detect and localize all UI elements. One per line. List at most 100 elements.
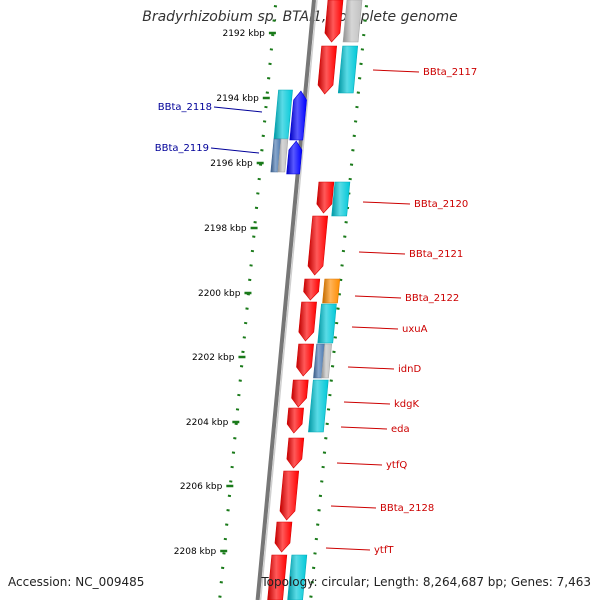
scale-label: 2200 kbp bbox=[198, 289, 241, 299]
cog-block bbox=[287, 554, 308, 600]
topology-text: Topology: circular; Length: 8,264,687 bp… bbox=[261, 575, 591, 589]
tick-marks-inner bbox=[218, 5, 278, 598]
tick-inner bbox=[241, 350, 245, 354]
tick-inner bbox=[257, 177, 261, 181]
tick-inner bbox=[249, 264, 253, 267]
tick-outer bbox=[311, 566, 316, 570]
tick-outer bbox=[356, 91, 360, 94]
tick-outer bbox=[353, 120, 358, 123]
tick-outer bbox=[348, 177, 352, 181]
tick-inner bbox=[248, 278, 252, 282]
label-leader bbox=[372, 69, 420, 73]
tick-outer bbox=[362, 33, 366, 37]
tick-inner bbox=[231, 451, 236, 454]
backbone-highlight bbox=[259, 0, 318, 600]
tick-outer bbox=[333, 336, 337, 339]
tick-inner bbox=[223, 537, 228, 541]
tick-inner bbox=[238, 379, 242, 382]
tick-outer bbox=[364, 5, 369, 8]
tick-outer bbox=[309, 595, 313, 598]
tick-outer bbox=[314, 537, 319, 541]
tick-inner bbox=[261, 134, 265, 138]
gene-forward bbox=[316, 181, 335, 214]
tick-inner bbox=[272, 19, 276, 22]
cog-block bbox=[321, 343, 332, 379]
tick-inner bbox=[222, 552, 226, 555]
tick-inner bbox=[226, 509, 230, 512]
gene-label: BBta_2121 bbox=[409, 249, 463, 260]
gene-label: kdgK bbox=[394, 399, 419, 410]
tick-outer bbox=[351, 149, 355, 152]
cog-block bbox=[342, 0, 363, 43]
tick-inner bbox=[220, 566, 225, 570]
tick-inner bbox=[239, 365, 244, 368]
label-leader bbox=[351, 326, 399, 330]
tick-outer bbox=[358, 77, 362, 80]
tick-inner bbox=[242, 336, 246, 339]
tick-outer bbox=[363, 19, 367, 22]
gene-label: BBta_2120 bbox=[414, 199, 468, 210]
tick-outer bbox=[359, 62, 363, 66]
tick-inner bbox=[250, 249, 255, 253]
label-leader bbox=[330, 505, 377, 509]
label-leader bbox=[210, 147, 260, 154]
tick-outer bbox=[316, 523, 320, 526]
gene-label: uxuA bbox=[402, 324, 428, 335]
gene-forward bbox=[267, 554, 288, 600]
tick-inner bbox=[230, 465, 234, 469]
gene-forward bbox=[307, 215, 329, 276]
tick-inner bbox=[245, 307, 249, 310]
cog-block bbox=[331, 181, 351, 217]
tick-outer bbox=[360, 48, 365, 51]
gene-label: ytfT bbox=[374, 545, 394, 556]
cog-block bbox=[337, 45, 359, 94]
gene-labels: BBta_2117 BBta_2120 BBta_2121 BBta_2122 uxuA… bbox=[155, 67, 477, 556]
map-title: Bradyrhizobium sp. BTAi1, complete genom… bbox=[142, 9, 458, 25]
scale-label: 2198 kbp bbox=[204, 224, 247, 234]
gene-forward bbox=[286, 407, 304, 434]
gene-label: BBta_2117 bbox=[423, 67, 477, 78]
cog-block bbox=[317, 303, 337, 344]
gene-forward bbox=[286, 437, 305, 469]
label-leader bbox=[336, 462, 383, 466]
gene-forward bbox=[274, 521, 293, 553]
scale-label: 2196 kbp bbox=[210, 159, 253, 169]
tick-outer bbox=[317, 509, 321, 512]
gene-forward bbox=[317, 45, 338, 95]
gene-forward bbox=[291, 379, 309, 408]
label-leader bbox=[358, 251, 406, 255]
tick-inner bbox=[267, 77, 271, 80]
tick-outer bbox=[332, 350, 336, 354]
tick-outer bbox=[336, 307, 340, 310]
label-leader bbox=[347, 366, 395, 370]
gene-label: idnD bbox=[398, 364, 421, 375]
gene-label: BBta_2122 bbox=[405, 293, 459, 304]
tick-outer bbox=[344, 221, 348, 224]
tick-inner bbox=[260, 149, 264, 152]
tick-inner bbox=[225, 523, 229, 526]
gene-label: BBta_2119 bbox=[155, 143, 209, 154]
tick-inner bbox=[243, 321, 248, 325]
tick-outer bbox=[320, 480, 324, 483]
cog-block bbox=[277, 138, 289, 173]
tick-inner bbox=[262, 120, 267, 123]
tick-outer bbox=[330, 365, 335, 368]
tick-inner bbox=[219, 581, 223, 584]
tick-inner bbox=[271, 33, 275, 37]
scale-label: 2192 kbp bbox=[222, 29, 265, 39]
tick-outer bbox=[334, 321, 339, 325]
tick-outer bbox=[310, 581, 314, 584]
tick-outer bbox=[326, 408, 331, 411]
tick-outer bbox=[322, 451, 327, 454]
cog-block bbox=[273, 89, 293, 140]
scale-label: 2194 kbp bbox=[216, 94, 259, 104]
gene-label: eda bbox=[391, 424, 410, 435]
tick-inner bbox=[265, 91, 269, 94]
scale-label: 2208 kbp bbox=[174, 547, 217, 557]
scale-labels: 2192 kbp 2194 kbp 2196 kbp 2198 kbp 2200 kbp… bbox=[174, 29, 276, 557]
gene-forward bbox=[279, 470, 300, 521]
tick-inner bbox=[253, 221, 257, 224]
gene-forward bbox=[303, 278, 321, 301]
tick-inner bbox=[256, 192, 260, 195]
